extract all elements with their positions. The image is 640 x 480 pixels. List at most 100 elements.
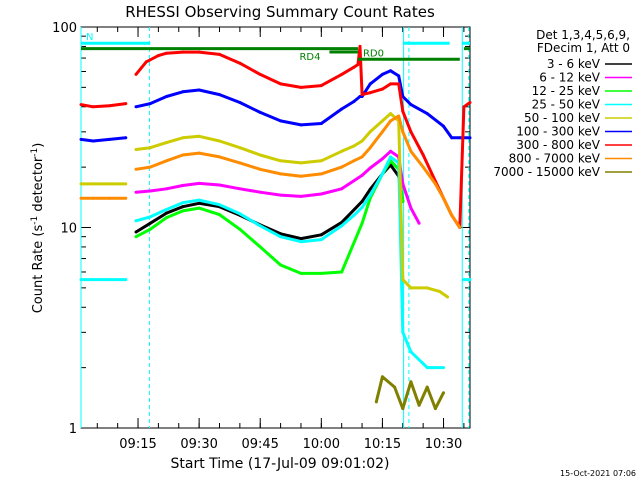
- data-point: [360, 221, 364, 225]
- legend-label: 7000 - 15000 keV: [493, 165, 600, 179]
- data-point: [197, 181, 201, 185]
- y-axis-label-tail: detector: [31, 156, 46, 216]
- data-point: [197, 50, 201, 54]
- legend-label: 50 - 100 keV: [524, 111, 601, 125]
- data-point: [421, 153, 425, 157]
- data-point: [148, 215, 152, 219]
- data-point: [197, 206, 201, 210]
- series-line: [135, 149, 421, 225]
- data-point: [409, 103, 413, 107]
- data-point: [401, 109, 405, 113]
- data-point: [218, 139, 221, 143]
- y-tick-label: 100: [52, 21, 77, 36]
- data-point: [401, 330, 405, 334]
- data-point: [148, 189, 152, 193]
- data-point: [124, 278, 128, 282]
- data-point: [380, 375, 384, 379]
- data-point: [368, 166, 372, 170]
- data-point: [358, 95, 362, 98]
- data-point: [389, 69, 393, 73]
- y-axis-label-main: Count Rate (s: [31, 225, 46, 314]
- data-point: [319, 159, 323, 163]
- data-point: [319, 238, 323, 242]
- data-point: [165, 216, 168, 220]
- data-point: [148, 221, 152, 225]
- data-point: [380, 172, 384, 176]
- data-point: [218, 52, 221, 56]
- data-point: [425, 366, 429, 370]
- data-point: [218, 155, 221, 159]
- data-point: [409, 380, 413, 384]
- legend-label: 12 - 25 keV: [532, 84, 601, 98]
- data-point: [299, 194, 303, 198]
- data-point: [148, 102, 152, 106]
- data-point: [450, 136, 454, 140]
- data-point: [360, 173, 364, 177]
- data-point: [401, 407, 405, 411]
- data-point: [258, 224, 262, 228]
- data-point: [319, 192, 323, 196]
- data-point: [397, 82, 401, 86]
- data-point: [79, 182, 83, 186]
- data-point: [468, 136, 472, 140]
- data-point: [380, 87, 384, 91]
- data-point: [165, 51, 168, 55]
- data-point: [389, 119, 393, 123]
- data-point: [91, 105, 95, 109]
- data-point: [299, 85, 303, 89]
- data-point: [258, 245, 262, 249]
- data-point: [238, 161, 242, 165]
- data-point: [91, 182, 95, 186]
- series-line: [135, 159, 405, 275]
- data-point: [442, 124, 445, 128]
- data-point: [389, 155, 393, 159]
- data-point: [340, 224, 344, 228]
- data-point: [165, 211, 168, 215]
- series-300-800-keV: [79, 44, 472, 229]
- data-point: [425, 385, 429, 389]
- data-point: [417, 221, 421, 225]
- data-point: [397, 74, 401, 78]
- legend-label: 800 - 7000 keV: [509, 152, 601, 166]
- data-point: [389, 112, 393, 116]
- data-point: [197, 151, 201, 155]
- state-bar-label: RD4: [299, 52, 320, 63]
- y-axis-label-sup-2: -1: [30, 148, 40, 157]
- data-point: [181, 209, 185, 213]
- data-point: [368, 193, 372, 197]
- data-point: [165, 95, 168, 98]
- data-point: [148, 146, 152, 150]
- data-point: [319, 172, 323, 176]
- data-point: [108, 196, 111, 200]
- data-point: [299, 240, 303, 244]
- data-point: [380, 157, 384, 161]
- data-point: [165, 141, 168, 145]
- legend-label: 25 - 50 keV: [532, 98, 601, 112]
- x-axis-label: Start Time (17-Jul-09 09:01:02): [170, 456, 389, 472]
- data-point: [148, 227, 152, 231]
- data-point: [134, 190, 138, 194]
- data-point: [438, 289, 441, 293]
- data-point: [108, 137, 111, 141]
- data-point: [238, 212, 242, 216]
- data-point: [124, 182, 128, 186]
- data-point: [368, 130, 372, 134]
- data-point: [218, 93, 221, 97]
- data-point: [401, 278, 405, 282]
- series-6-12-keV: [134, 149, 421, 225]
- data-point: [181, 50, 185, 54]
- data-point: [360, 155, 364, 159]
- data-point: [450, 213, 454, 217]
- data-point: [134, 230, 138, 234]
- data-point: [299, 237, 303, 241]
- series-line: [81, 112, 449, 299]
- data-point: [442, 366, 445, 370]
- data-point: [299, 174, 303, 178]
- data-point: [340, 270, 344, 274]
- data-point: [279, 82, 283, 86]
- data-point: [238, 187, 242, 191]
- data-point: [380, 130, 384, 134]
- data-point: [340, 72, 344, 76]
- data-point: [446, 295, 450, 299]
- data-point: [356, 63, 360, 66]
